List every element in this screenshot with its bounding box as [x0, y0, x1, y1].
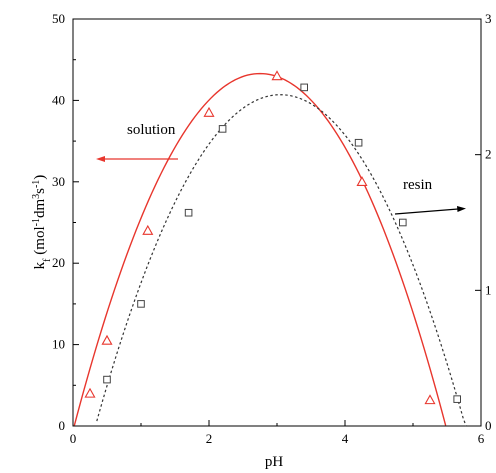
y-axis-title: kf (mol-1dm3s-1) — [31, 175, 53, 270]
x-axis-title: pH — [265, 454, 284, 470]
triangle-point — [424, 394, 436, 405]
square-point — [453, 395, 461, 403]
triangle-point — [356, 176, 368, 187]
x-tick-label: 4 — [342, 431, 349, 446]
square-point — [184, 208, 193, 217]
square-point — [399, 218, 407, 227]
x-tick-label: 2 — [206, 431, 213, 446]
triangle-point — [142, 224, 154, 235]
x-tick-label: 6 — [478, 431, 485, 446]
resin-fit-curve — [96, 94, 467, 427]
y2-tick-label: 0 — [485, 418, 492, 433]
square-point — [103, 375, 111, 384]
y-tick-label: 0 — [59, 418, 66, 433]
triangle-point — [101, 334, 113, 345]
triangle-point — [271, 70, 283, 81]
square-point — [300, 83, 308, 92]
triangle-point — [203, 106, 215, 117]
triangle-point — [84, 387, 96, 398]
y-tick-label: 30 — [52, 174, 65, 189]
x-tick-label: 0 — [70, 431, 77, 446]
y-tick-label: 20 — [52, 255, 65, 270]
y-tick-label: 50 — [52, 11, 65, 26]
data-markers — [84, 70, 461, 405]
square-point — [137, 300, 145, 308]
y2-tick-label: 2 — [485, 147, 492, 162]
square-point — [354, 138, 363, 147]
square-point — [218, 125, 227, 133]
annotation-solution: solution — [127, 122, 176, 138]
y2-tick-label: 1 — [485, 282, 492, 297]
annotation-resin: resin — [403, 177, 433, 193]
y2-tick-label: 3 — [485, 11, 492, 26]
fit-curves — [73, 72, 467, 427]
solution-fit-curve — [73, 72, 447, 426]
resin-arrow-icon — [394, 206, 466, 215]
y-tick-label: 10 — [52, 337, 65, 352]
y-tick-label: 40 — [52, 92, 65, 107]
solution-arrow-icon — [96, 156, 178, 162]
